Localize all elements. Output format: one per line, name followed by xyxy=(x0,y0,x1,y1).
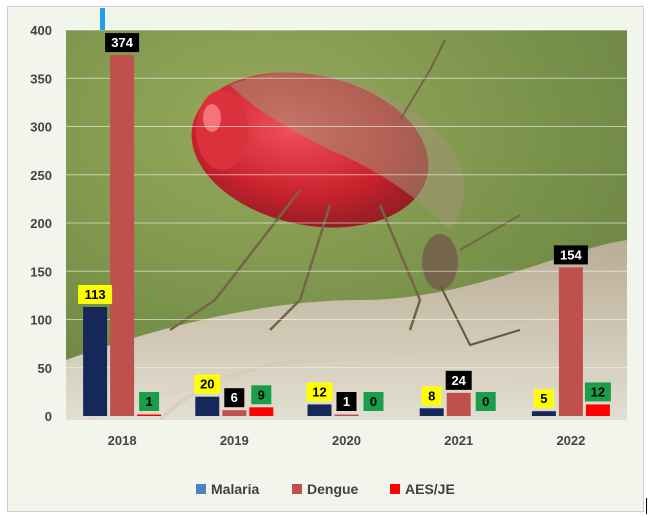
top-marker xyxy=(100,8,105,30)
data-label-text: 0 xyxy=(482,394,489,409)
data-label-text: 5 xyxy=(540,391,547,406)
data-label-malaria-2022: 5 xyxy=(533,389,554,409)
data-label-box xyxy=(533,389,554,409)
bar-dengue-2022 xyxy=(558,267,583,416)
x-tick-label: 2022 xyxy=(556,433,585,448)
data-label-text: 9 xyxy=(258,387,265,402)
data-label-aes-je-2022: 12 xyxy=(584,382,611,402)
bar-dengue-2019 xyxy=(222,410,247,416)
legend-item-dengue: Dengue xyxy=(292,481,359,497)
data-label-box xyxy=(139,392,160,411)
data-label-text: 12 xyxy=(312,384,326,399)
legend-item-aes-je: AES/JE xyxy=(390,481,455,497)
data-label-box xyxy=(224,388,245,408)
bar-malaria-2019 xyxy=(195,396,220,416)
data-label-aes-je-2019: 9 xyxy=(251,385,272,405)
legend-swatch xyxy=(292,484,302,494)
data-label-box xyxy=(445,370,472,390)
legend-label: AES/JE xyxy=(405,481,455,497)
data-label-text: 0 xyxy=(370,394,377,409)
y-tick-label: 200 xyxy=(30,216,52,231)
legend: Malaria Dengue AES/JE xyxy=(196,481,455,497)
data-label-malaria-2021: 8 xyxy=(421,386,442,406)
y-tick-label: 300 xyxy=(30,120,52,135)
data-label-box xyxy=(584,382,611,402)
bar-malaria-2021 xyxy=(419,408,444,416)
x-tick-label: 2020 xyxy=(332,433,361,448)
data-label-box xyxy=(251,385,272,405)
legend-label: Dengue xyxy=(307,481,359,497)
data-label-malaria-2018: 113 xyxy=(78,284,113,304)
x-tick-label: 2021 xyxy=(444,433,473,448)
data-label-malaria-2019: 20 xyxy=(194,374,221,394)
data-label-text: 1 xyxy=(145,394,152,409)
y-tick-label: 100 xyxy=(30,313,52,328)
data-label-text: 20 xyxy=(200,377,214,392)
y-tick-label: 350 xyxy=(30,71,52,86)
data-label-dengue-2019: 6 xyxy=(224,388,245,408)
y-tick-label: 400 xyxy=(30,23,52,38)
bar-dengue-2021 xyxy=(446,392,471,416)
data-label-box xyxy=(421,386,442,406)
data-label-dengue-2022: 154 xyxy=(553,245,588,265)
data-label-box xyxy=(553,245,588,265)
bar-dengue-2018 xyxy=(110,55,135,417)
data-label-text: 8 xyxy=(428,388,435,403)
data-label-text: 374 xyxy=(111,35,133,50)
bar-dengue-2020 xyxy=(334,414,359,416)
y-axis-tick-labels: 0 50 100 150 200 250 300 350 400 xyxy=(30,23,52,424)
data-label-text: 1 xyxy=(343,394,350,409)
data-label-box xyxy=(336,392,357,411)
data-label-aes-je-2021: 0 xyxy=(475,392,496,411)
data-label-malaria-2020: 12 xyxy=(306,382,333,402)
data-label-dengue-2020: 1 xyxy=(336,392,357,411)
data-label-text: 113 xyxy=(85,287,106,302)
bar-aes-je-2019 xyxy=(249,407,274,416)
legend-swatch xyxy=(390,484,400,494)
bar-malaria-2020 xyxy=(307,404,332,416)
data-label-dengue-2018: 374 xyxy=(105,33,140,53)
legend-item-malaria: Malaria xyxy=(196,481,259,497)
bars xyxy=(83,55,610,417)
y-tick-label: 250 xyxy=(30,168,52,183)
data-label-text: 6 xyxy=(231,390,238,405)
data-label-box xyxy=(363,392,384,411)
data-label-dengue-2021: 24 xyxy=(445,370,472,390)
data-label-box xyxy=(475,392,496,411)
x-tick-label: 2019 xyxy=(220,433,249,448)
bar-aes-je-2018 xyxy=(137,414,162,416)
x-tick-label: 2018 xyxy=(108,433,137,448)
legend-label: Malaria xyxy=(211,481,259,497)
bar-aes-je-2022 xyxy=(585,404,610,416)
bar-malaria-2022 xyxy=(531,411,556,416)
y-tick-label: 50 xyxy=(38,361,52,376)
data-label-text: 154 xyxy=(560,247,582,262)
mosquito-background-image xyxy=(66,30,627,420)
data-label-aes-je-2018: 1 xyxy=(139,392,160,411)
data-label-box xyxy=(306,382,333,402)
x-axis-tick-labels: 2018 2019 2020 2021 2022 xyxy=(108,433,586,448)
data-label-box xyxy=(105,33,140,53)
data-label-text: 12 xyxy=(591,384,605,399)
y-tick-label: 150 xyxy=(30,264,52,279)
legend-swatch xyxy=(196,484,206,494)
y-tick-label: 0 xyxy=(45,409,52,424)
corner-mark xyxy=(646,498,647,514)
data-label-text: 24 xyxy=(451,373,466,388)
data-label-box xyxy=(78,284,113,304)
bar-malaria-2018 xyxy=(83,306,108,416)
data-label-box xyxy=(194,374,221,394)
data-label-aes-je-2020: 0 xyxy=(363,392,384,411)
